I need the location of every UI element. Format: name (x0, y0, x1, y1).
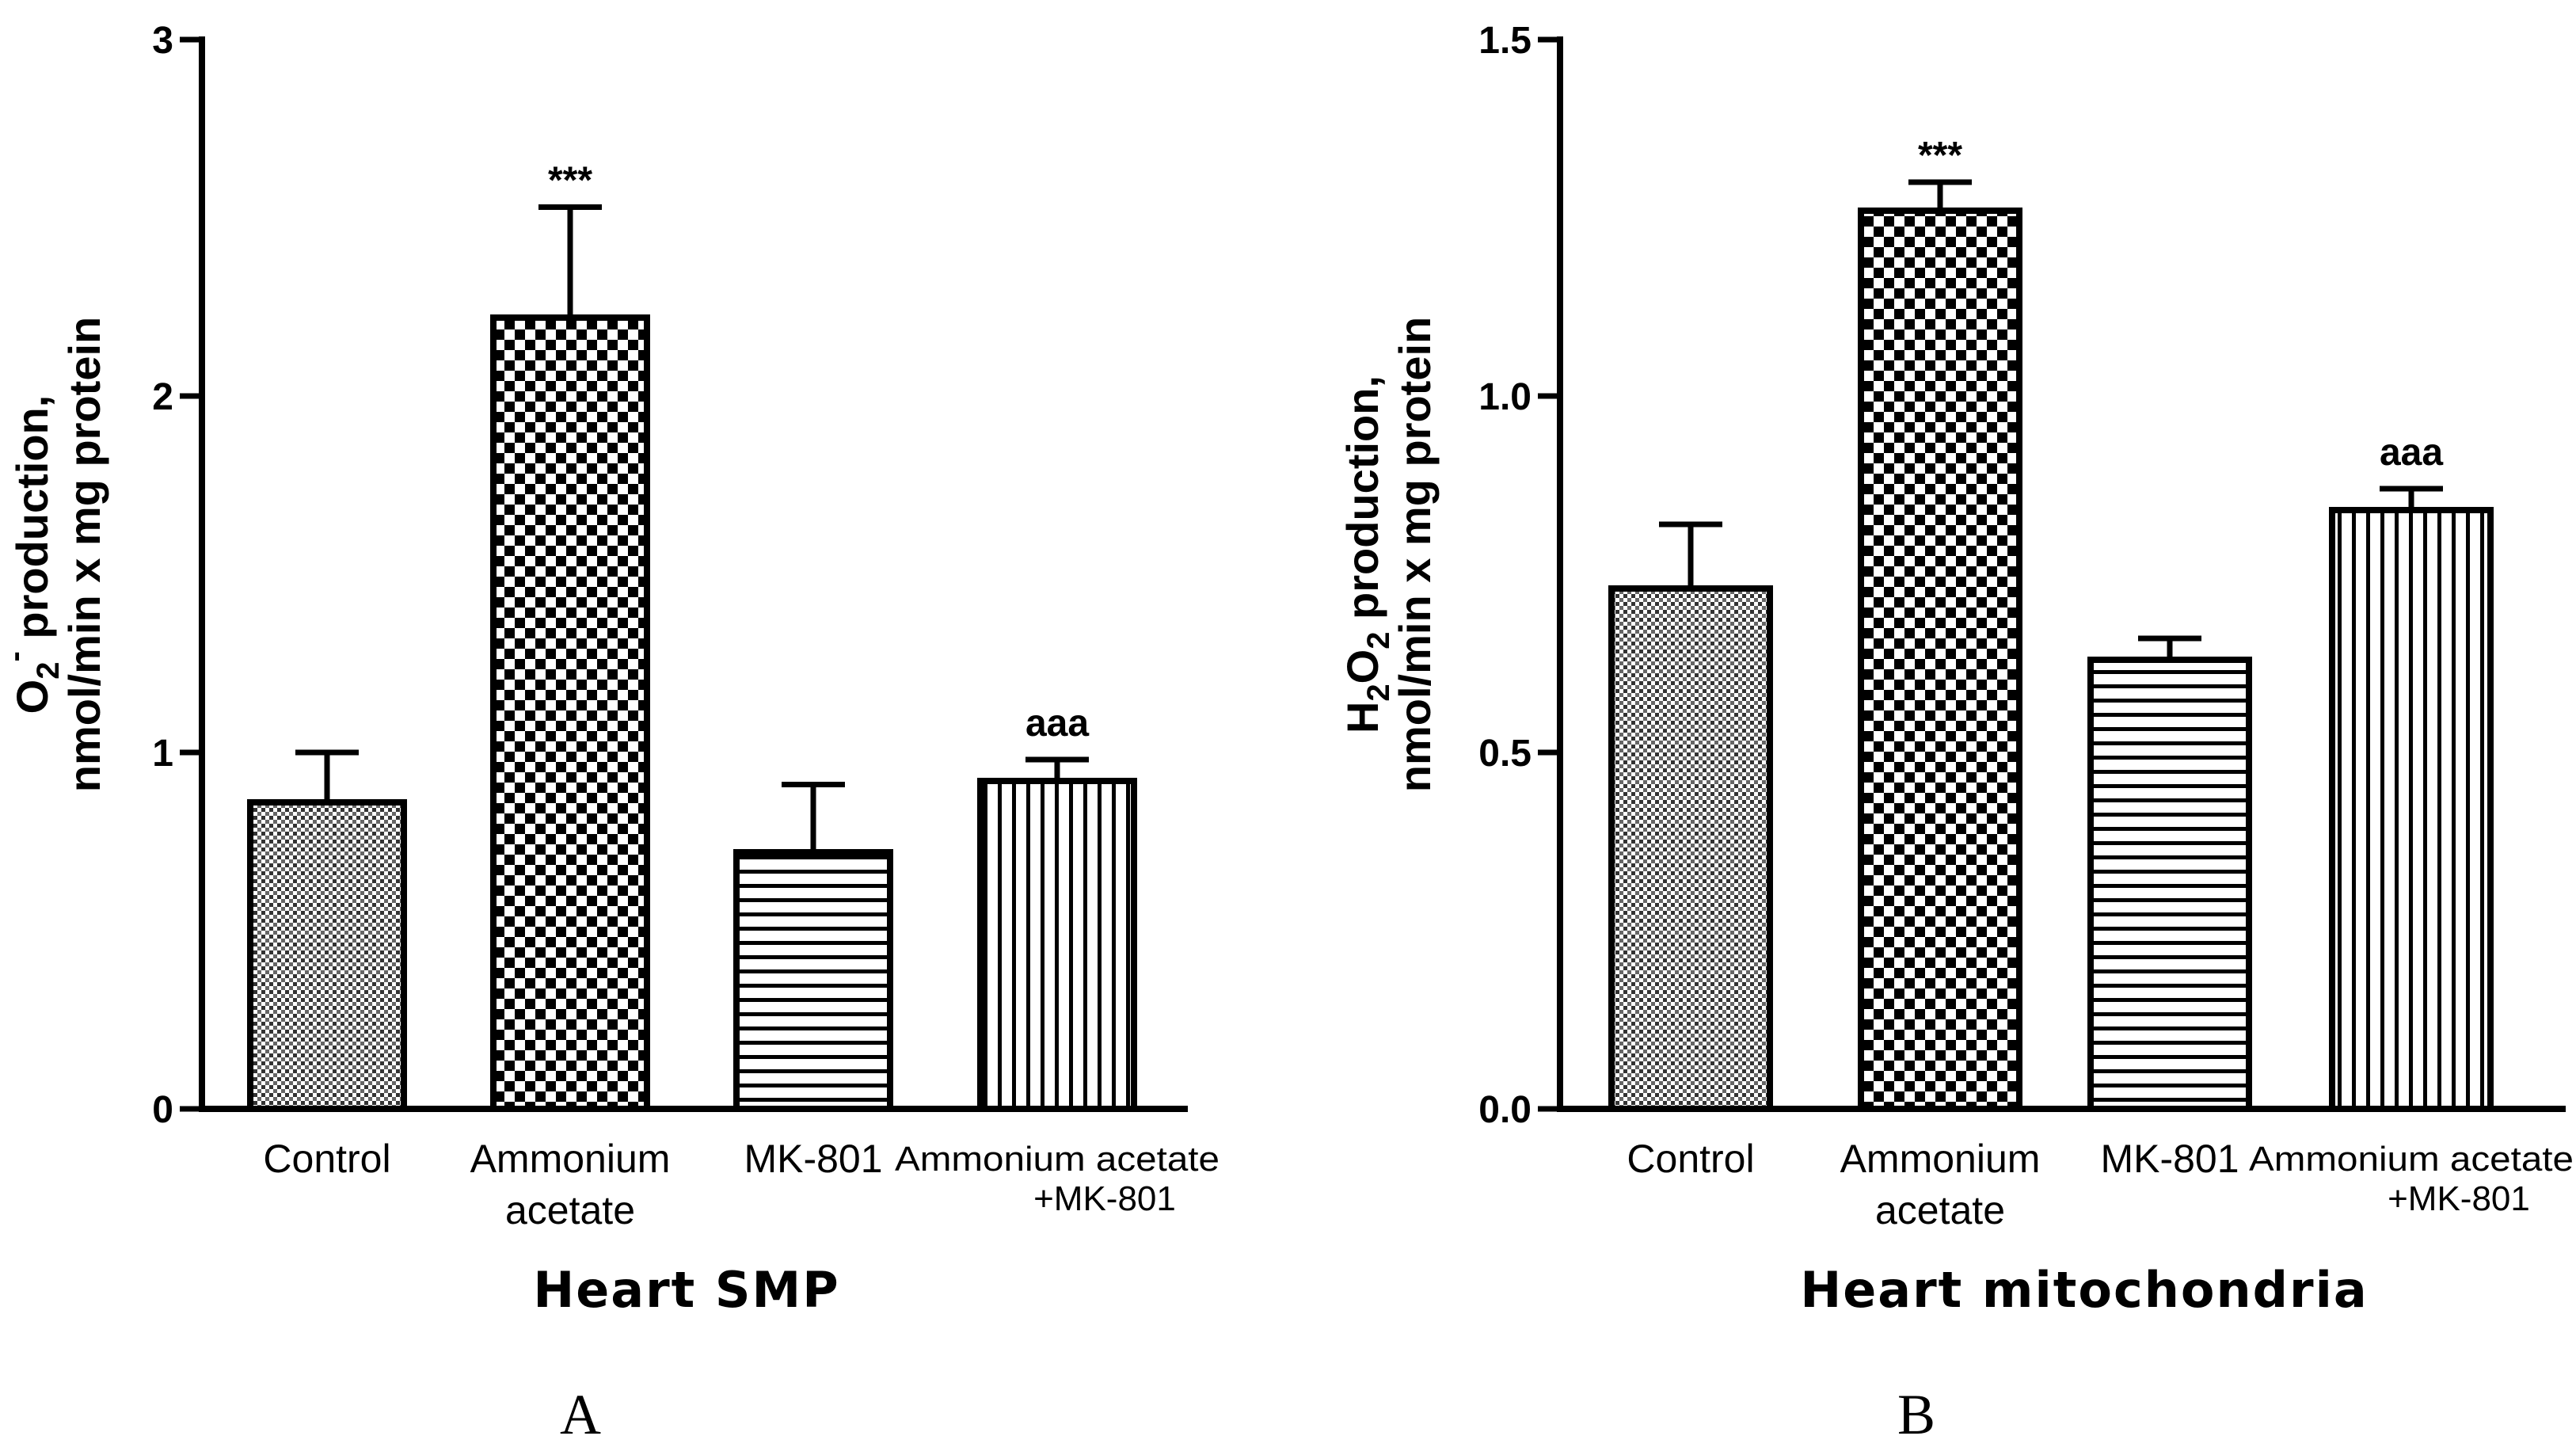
bar (977, 778, 1137, 1112)
y-tick-label: 0 (152, 1089, 173, 1131)
y-label-a-main: O (7, 680, 57, 714)
category-label: Ammonium acetate (895, 1140, 1220, 1179)
category-label-line2: acetate (505, 1188, 635, 1232)
x-axis-title-a: Heart SMP (533, 1261, 839, 1319)
bar (1608, 585, 1773, 1112)
y-label-a-sub: 2 (31, 662, 66, 680)
y-label-b-sub2: 2 (1361, 632, 1396, 649)
y-tick-label: 0.5 (1478, 733, 1532, 775)
bar (247, 799, 407, 1112)
category-label-line2: acetate (1875, 1188, 2005, 1232)
category-label: Ammonium acetate (2249, 1140, 2574, 1179)
y-tick-label: 1.5 (1478, 20, 1532, 62)
chart-panel-b: H2O2 production, nmol/min x mg protein 0… (1337, 20, 2574, 1446)
y-label-a-sup: - (0, 651, 32, 661)
y-tick-label: 0.0 (1478, 1089, 1532, 1131)
significance-label: *** (548, 160, 592, 202)
y-tick-label: 1 (152, 733, 173, 775)
y-tick-label: 2 (152, 376, 173, 418)
chart-panel-a: O2- production, nmol/min x mg protein 01… (0, 20, 1220, 1446)
y-label-b-rest: production, (1337, 375, 1387, 632)
bar (2087, 657, 2252, 1112)
category-label-line2: +MK-801 (1033, 1179, 1176, 1218)
category-label: MK-801 (2100, 1137, 2239, 1181)
bar (2329, 507, 2494, 1112)
bar (490, 314, 650, 1112)
category-label: MK-801 (744, 1137, 882, 1181)
bar (733, 849, 893, 1112)
significance-label: *** (1918, 135, 1962, 177)
category-label: Ammonium (470, 1137, 671, 1181)
y-label-b-main: H (1337, 702, 1387, 733)
y-axis-label-b-line2: nmol/min x mg protein (1390, 317, 1440, 792)
x-axis-title-b: Heart mitochondria (1800, 1261, 2368, 1319)
y-axis-label-a: O2- production, (0, 395, 66, 714)
panel-label-a: A (560, 1383, 601, 1446)
y-tick-label: 3 (152, 20, 173, 62)
category-label: Control (263, 1137, 390, 1181)
y-tick-label: 1.0 (1478, 376, 1532, 418)
y-label-b-sub: 2 (1361, 684, 1396, 701)
y-axis-label-a-line2: nmol/min x mg protein (59, 317, 109, 792)
bar (1858, 208, 2022, 1112)
significance-label: aaa (1025, 703, 1089, 745)
category-label-line2: +MK-801 (2388, 1179, 2530, 1218)
category-label: Control (1627, 1137, 1754, 1181)
y-label-a-rest: production, (7, 395, 57, 652)
panel-label-b: B (1897, 1383, 1935, 1446)
y-label-b-mid: O (1337, 649, 1387, 684)
y-axis-label-b: H2O2 production, (1337, 375, 1396, 733)
category-label: Ammonium (1840, 1137, 2041, 1181)
significance-label: aaa (2380, 432, 2443, 474)
